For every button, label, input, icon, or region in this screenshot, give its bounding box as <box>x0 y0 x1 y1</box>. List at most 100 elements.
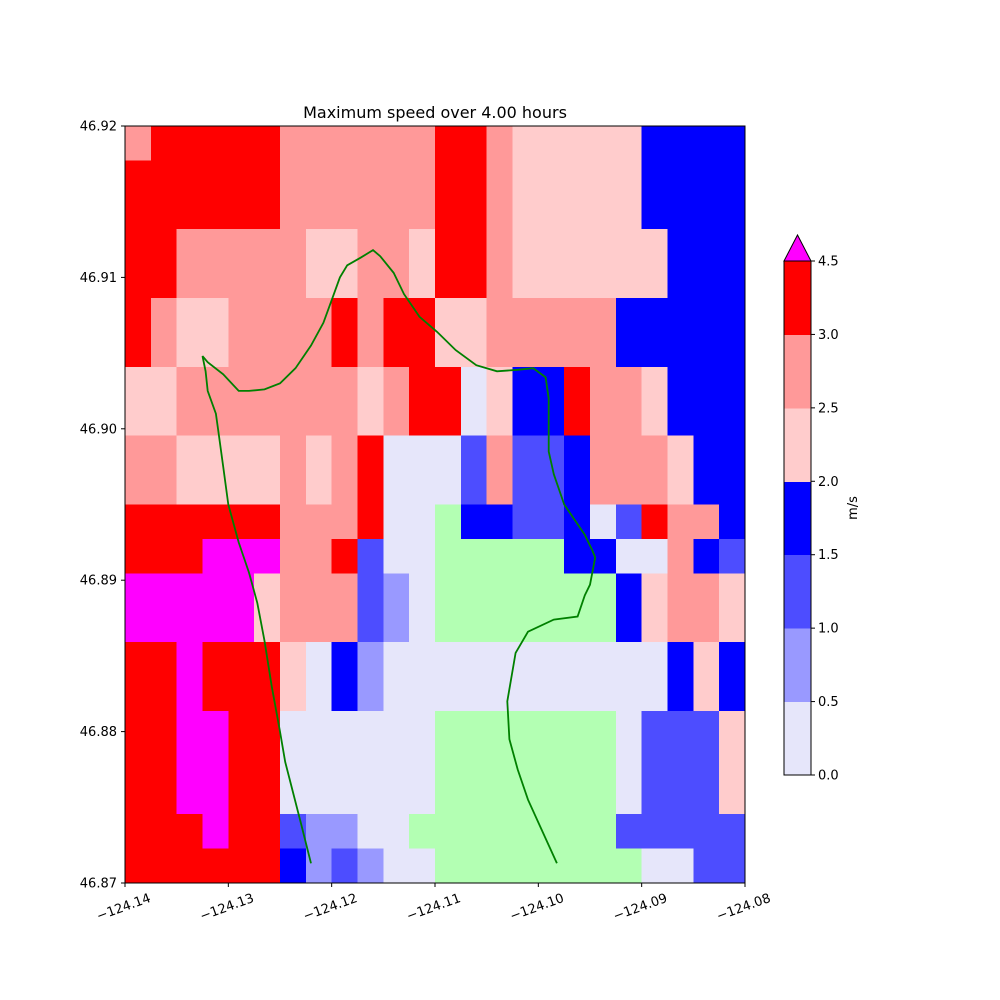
heatmap-cell <box>641 676 669 712</box>
heatmap-cell <box>176 229 204 265</box>
heatmap-cell <box>409 676 436 712</box>
heatmap-cell <box>150 435 178 471</box>
heatmap-cell <box>176 642 204 678</box>
heatmap-cell <box>615 470 643 506</box>
heatmap-cell <box>383 470 410 506</box>
y-tick-label: 46.89 <box>80 574 117 589</box>
heatmap-cell <box>615 848 643 883</box>
heatmap-cell <box>512 848 539 883</box>
heatmap-cell <box>590 745 617 781</box>
heatmap-cell <box>357 298 384 334</box>
colorbar: 0.0 0.5 1.0 1.5 2.0 2.5 3.0 4.5 <box>783 233 839 784</box>
heatmap-cell <box>719 263 745 299</box>
heatmap-cell <box>357 504 384 540</box>
heatmap-cell <box>667 126 694 162</box>
colorbar-tick-label: 3.0 <box>818 328 839 343</box>
heatmap-cell <box>357 160 384 196</box>
heatmap-cell <box>667 676 694 712</box>
heatmap-cell <box>357 607 384 643</box>
heatmap-cell <box>693 573 720 609</box>
heatmap-cell <box>202 229 229 265</box>
heatmap-cell <box>538 298 565 334</box>
heatmap-cell <box>280 263 307 299</box>
heatmap-cell <box>460 814 488 850</box>
heatmap-cell <box>538 504 565 540</box>
heatmap-cell <box>667 401 694 437</box>
heatmap-cell <box>693 538 720 574</box>
heatmap-cell <box>435 401 462 437</box>
heatmap-cell <box>383 676 410 712</box>
heatmap-cell <box>564 366 591 402</box>
heatmap-cell <box>357 263 384 299</box>
heatmap-cell <box>409 504 436 540</box>
heatmap-cell <box>693 848 720 883</box>
heatmap-cell <box>641 710 669 746</box>
heatmap-cell <box>254 710 281 746</box>
heatmap-cell <box>435 814 462 850</box>
heatmap-cell <box>409 263 436 299</box>
heatmap-cell <box>331 470 359 506</box>
heatmap-cell <box>125 504 152 540</box>
heatmap-cell <box>538 160 565 196</box>
heatmap-cell <box>435 435 462 471</box>
heatmap-cell <box>719 435 745 471</box>
heatmap-cell <box>667 366 694 402</box>
heatmap-cell <box>305 607 333 643</box>
heatmap-cell <box>150 126 178 162</box>
heatmap-cell <box>331 194 359 230</box>
heatmap-cell <box>176 366 204 402</box>
heatmap-cell <box>564 229 591 265</box>
heatmap-cell <box>615 538 643 574</box>
heatmap-cell <box>176 298 204 334</box>
y-tick-label: 46.87 <box>80 877 117 892</box>
heatmap-cell <box>615 366 643 402</box>
heatmap-cell <box>693 676 720 712</box>
heatmap-cell <box>564 194 591 230</box>
heatmap-cell <box>590 366 617 402</box>
colorbar-tick-label: 0.0 <box>818 769 839 784</box>
heatmap-cell <box>305 848 333 883</box>
heatmap-cell <box>305 160 333 196</box>
heatmap-cell <box>228 470 255 506</box>
heatmap-cell <box>564 848 591 883</box>
heatmap-cell <box>512 710 539 746</box>
colorbar-band <box>784 554 811 629</box>
heatmap-cell <box>667 642 694 678</box>
heatmap-cell <box>125 160 152 196</box>
heatmap-cell <box>667 573 694 609</box>
heatmap-cell <box>693 607 720 643</box>
heatmap-cell <box>641 160 669 196</box>
heatmap-cell <box>254 607 281 643</box>
heatmap-cell <box>564 779 591 815</box>
heatmap-cell <box>435 366 462 402</box>
heatmap-cell <box>435 504 462 540</box>
heatmap-cell <box>202 194 229 230</box>
heatmap-cell <box>254 126 281 162</box>
heatmap-cell <box>615 332 643 368</box>
heatmap-cell <box>357 745 384 781</box>
heatmap-cell <box>280 607 307 643</box>
heatmap-cell <box>435 745 462 781</box>
heatmap-cell <box>615 435 643 471</box>
heatmap-cell <box>254 779 281 815</box>
heatmap-cell <box>357 229 384 265</box>
heatmap-cell <box>590 263 617 299</box>
heatmap-cell <box>254 573 281 609</box>
heatmap-cell <box>125 745 152 781</box>
heatmap-cell <box>641 779 669 815</box>
heatmap-cell <box>719 470 745 506</box>
heatmap-cell <box>409 745 436 781</box>
heatmap-cell <box>331 160 359 196</box>
heatmap-cell <box>202 573 229 609</box>
heatmap-cell <box>590 229 617 265</box>
heatmap-cell <box>512 573 539 609</box>
heatmap-cell <box>409 435 436 471</box>
heatmap-cell <box>331 298 359 334</box>
heatmap-cell <box>641 126 669 162</box>
heatmap-cell <box>409 538 436 574</box>
heatmap-cell <box>331 710 359 746</box>
heatmap-cell <box>357 814 384 850</box>
heatmap-cell <box>460 779 488 815</box>
heatmap-cell <box>305 229 333 265</box>
colorbar-label: m/s <box>846 496 861 520</box>
